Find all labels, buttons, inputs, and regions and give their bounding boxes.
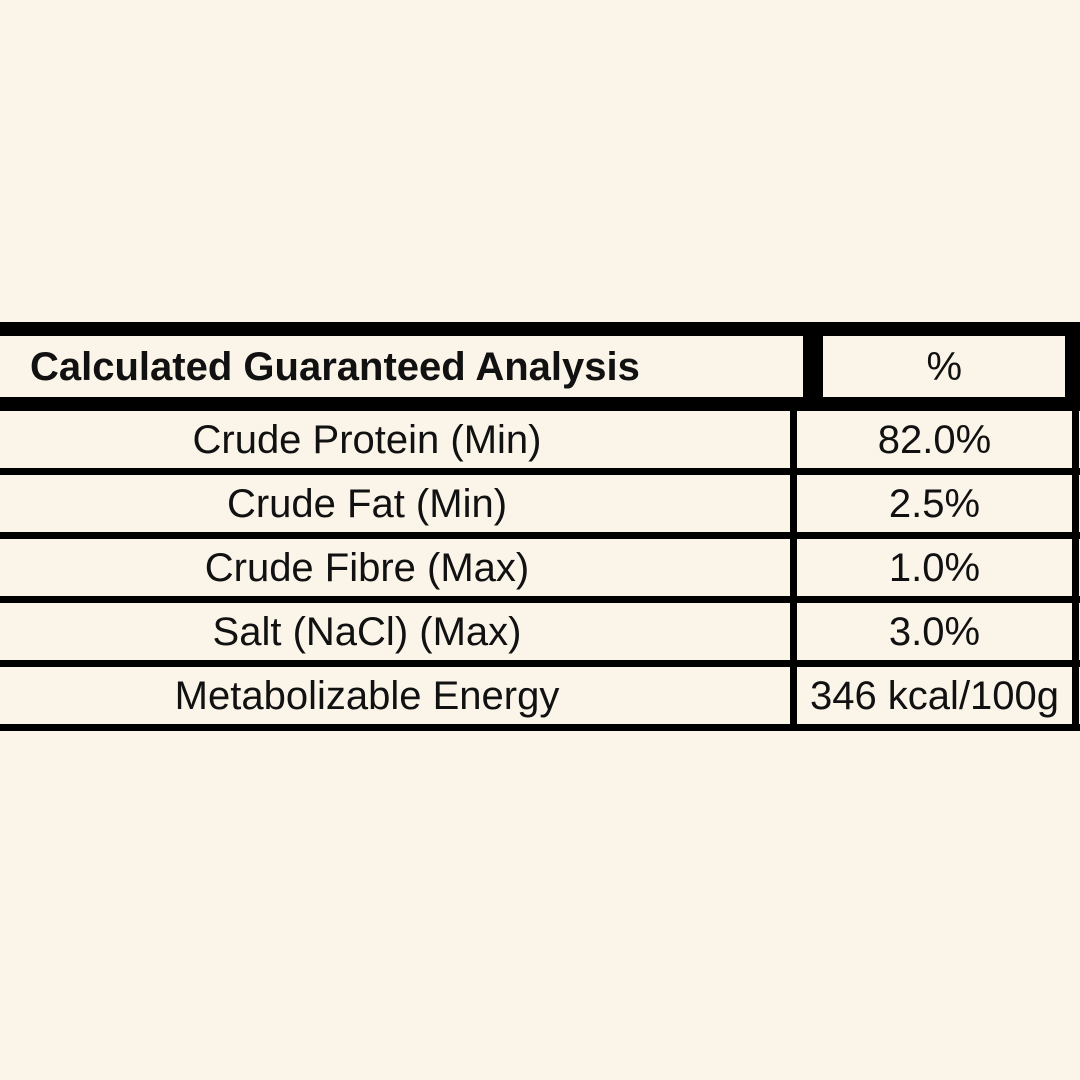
header-unit-cell: %	[823, 336, 1080, 397]
table-header-row: Calculated Guaranteed Analysis %	[0, 336, 1080, 411]
table-body: Crude Protein (Min) 82.0% Crude Fat (Min…	[0, 411, 1080, 731]
table-row: Crude Fat (Min) 2.5%	[0, 475, 1080, 539]
row-label-cell: Crude Protein (Min)	[0, 411, 797, 468]
table-row: Crude Protein (Min) 82.0%	[0, 411, 1080, 475]
table-row: Metabolizable Energy 346 kcal/100g	[0, 667, 1080, 731]
header-title-cell: Calculated Guaranteed Analysis	[0, 336, 824, 397]
row-label-cell: Crude Fibre (Max)	[0, 539, 797, 596]
row-value-cell: 82.0%	[797, 411, 1079, 468]
table-row: Crude Fibre (Max) 1.0%	[0, 539, 1080, 603]
table-row: Salt (NaCl) (Max) 3.0%	[0, 603, 1080, 667]
row-label-cell: Salt (NaCl) (Max)	[0, 603, 797, 660]
row-value-cell: 1.0%	[797, 539, 1079, 596]
row-label-cell: Metabolizable Energy	[0, 667, 797, 724]
row-value-cell: 3.0%	[797, 603, 1079, 660]
row-value-cell: 2.5%	[797, 475, 1079, 532]
guaranteed-analysis-table: Calculated Guaranteed Analysis % Crude P…	[0, 322, 1080, 731]
row-label-cell: Crude Fat (Min)	[0, 475, 797, 532]
row-value-cell: 346 kcal/100g	[797, 667, 1079, 724]
